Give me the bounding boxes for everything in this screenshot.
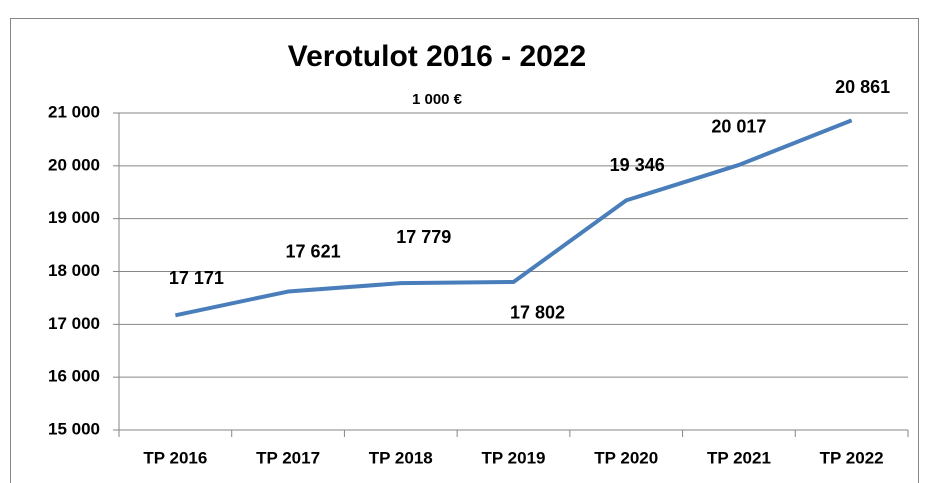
x-tick-label: TP 2017 xyxy=(256,448,320,467)
x-tick-label: TP 2021 xyxy=(707,448,771,467)
y-tick-label: 21 000 xyxy=(48,102,100,121)
data-label: 20 017 xyxy=(711,117,766,137)
chart-frame xyxy=(10,18,919,483)
x-tick-label: TP 2022 xyxy=(820,448,884,467)
x-tick-label: TP 2016 xyxy=(143,448,207,467)
chart-title: Verotulot 2016 - 2022 xyxy=(288,40,586,73)
y-tick-label: 16 000 xyxy=(48,367,100,386)
y-tick-label: 17 000 xyxy=(48,314,100,333)
x-tick-label: TP 2018 xyxy=(369,448,433,467)
line-series xyxy=(174,118,853,318)
y-tick-label: 19 000 xyxy=(48,208,100,227)
data-label: 17 621 xyxy=(286,241,341,261)
x-tick-label: TP 2020 xyxy=(594,448,658,467)
y-tick-label: 20 000 xyxy=(48,155,100,174)
data-label: 17 779 xyxy=(396,227,451,247)
data-label: 19 346 xyxy=(610,155,665,175)
data-label: 17 802 xyxy=(510,303,565,323)
chart-subtitle: 1 000 € xyxy=(412,91,463,108)
y-tick-label: 15 000 xyxy=(48,419,100,438)
data-label: 17 171 xyxy=(169,268,224,288)
data-label: 20 861 xyxy=(835,77,890,97)
y-tick-label: 18 000 xyxy=(48,261,100,280)
x-tick-label: TP 2019 xyxy=(482,448,546,467)
